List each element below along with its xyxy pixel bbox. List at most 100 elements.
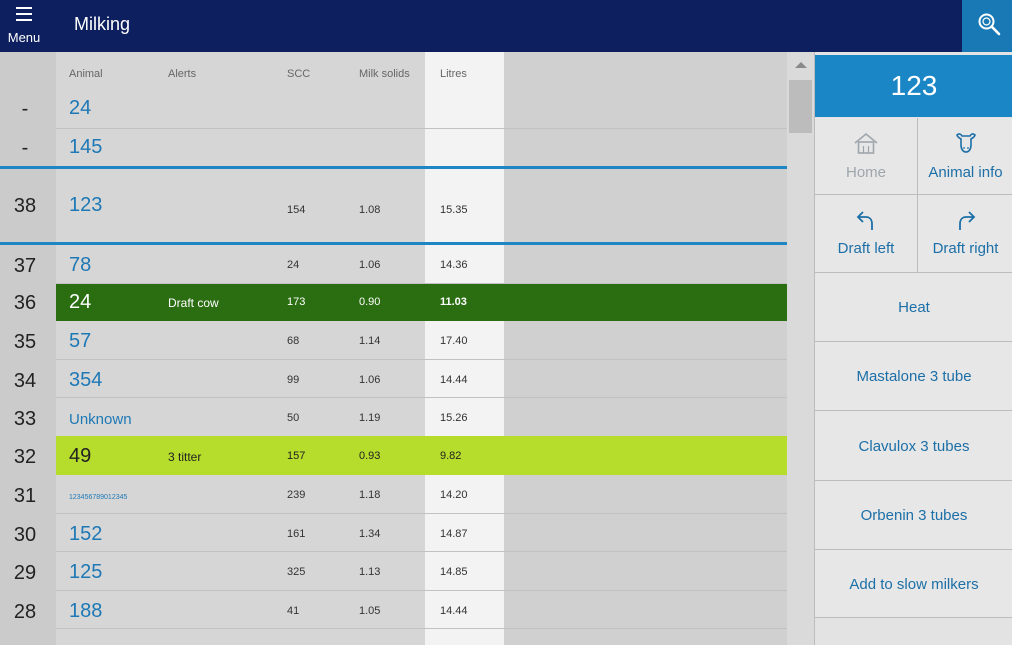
table-row[interactable]: 28 188 41 1.05 14.44 xyxy=(0,591,787,629)
table-row[interactable]: - 145 xyxy=(0,129,787,167)
column-header-alerts[interactable]: Alerts xyxy=(168,68,197,80)
animal-info-label: Animal info xyxy=(928,164,1003,181)
search-button[interactable] xyxy=(962,0,1012,52)
table-row-draft[interactable]: 36 24 Draft cow 173 0.90 11.03 xyxy=(0,284,787,321)
litres-value: 14.87 xyxy=(440,528,468,540)
milk-solids-value: 1.14 xyxy=(359,335,381,347)
row-number: 38 xyxy=(13,195,37,217)
litres-value: 15.35 xyxy=(440,204,468,216)
animal-id: 24 xyxy=(69,97,92,119)
table-row[interactable]: 34 354 99 1.06 14.44 xyxy=(0,360,787,398)
table-row[interactable]: 33 Unknown 50 1.19 15.26 xyxy=(0,398,787,436)
search-icon xyxy=(978,13,1001,36)
litres-value: 14.85 xyxy=(440,566,468,578)
add-to-slow-milkers-label: Add to slow milkers xyxy=(849,576,979,593)
scc-value: 41 xyxy=(287,605,300,617)
litres-value: 17.40 xyxy=(440,335,468,347)
row-number: 37 xyxy=(13,255,37,277)
milk-solids-value: 1.06 xyxy=(359,374,381,386)
scc-value: 239 xyxy=(287,489,306,501)
scc-value: 325 xyxy=(287,566,306,578)
column-header-litres[interactable]: Litres xyxy=(440,68,467,80)
litres-value: 14.20 xyxy=(440,489,468,501)
scc-value: 50 xyxy=(287,412,300,424)
table-row[interactable]: 35 57 68 1.14 17.40 xyxy=(0,321,787,360)
scc-value: 157 xyxy=(287,450,306,462)
action-panel: 123 Home Animal info Draft left Draft xyxy=(814,52,1012,645)
milk-solids-value: 1.08 xyxy=(359,204,381,216)
column-header-scc[interactable]: SCC xyxy=(287,68,311,80)
animal-id: 125 xyxy=(69,561,103,583)
alert-text: Draft cow xyxy=(168,296,219,310)
column-header-milk-solids[interactable]: Milk solids xyxy=(359,68,410,80)
orbenin-3-tubes-label: Orbenin 3 tubes xyxy=(860,507,968,524)
animal-id: 123 xyxy=(69,194,103,216)
heat-button[interactable]: Heat xyxy=(815,273,1012,341)
table-row[interactable]: 30 152 161 1.34 14.87 xyxy=(0,514,787,552)
add-to-slow-milkers-button[interactable]: Add to slow milkers xyxy=(815,550,1012,617)
draft-right-button[interactable]: Draft right xyxy=(918,195,1012,272)
table-row[interactable]: 31 123456789012345 239 1.18 14.20 xyxy=(0,475,787,514)
milk-solids-value: 1.19 xyxy=(359,412,381,424)
table-row-selected[interactable]: 38 123 154 1.08 15.35 xyxy=(0,169,787,242)
scc-value: 154 xyxy=(287,204,306,216)
litres-value: 14.36 xyxy=(440,259,468,271)
row-number: - xyxy=(21,98,29,120)
selection-bottom-line xyxy=(0,242,787,245)
table-row[interactable]: 29 125 325 1.13 14.85 xyxy=(0,552,787,591)
animal-id: Unknown xyxy=(69,411,132,428)
column-header-animal[interactable]: Animal xyxy=(69,68,103,80)
scc-value: 68 xyxy=(287,335,300,347)
table-row[interactable]: 37 78 24 1.06 14.36 xyxy=(0,245,787,284)
menu-button[interactable]: Menu xyxy=(0,0,48,52)
draft-right-label: Draft right xyxy=(932,240,999,257)
turn-right-arrow-icon xyxy=(958,211,975,230)
table-scrollbar[interactable] xyxy=(787,52,814,645)
row-number: 29 xyxy=(13,562,37,584)
clavulox-3-tubes-button[interactable]: Clavulox 3 tubes xyxy=(815,411,1012,480)
scc-value: 173 xyxy=(287,296,306,308)
animal-id: 145 xyxy=(69,136,103,158)
animal-id: 57 xyxy=(69,330,92,352)
selection-top-line xyxy=(0,166,787,169)
hamburger-icon xyxy=(16,7,32,25)
milk-solids-value: 1.18 xyxy=(359,489,381,501)
page-title: Milking xyxy=(74,14,131,34)
home-label: Home xyxy=(845,164,886,181)
row-number: 33 xyxy=(13,408,37,430)
scroll-up-arrow-icon[interactable] xyxy=(795,62,807,68)
animal-info-button[interactable]: Animal info xyxy=(918,118,1012,194)
milk-solids-value: 1.06 xyxy=(359,259,381,271)
row-number: 32 xyxy=(13,446,37,468)
animal-id: 152 xyxy=(69,523,103,545)
milk-solids-value: 1.05 xyxy=(359,605,381,617)
selected-animal-header: 123 xyxy=(815,55,1012,117)
mastalone-3-tube-button[interactable]: Mastalone 3 tube xyxy=(815,342,1012,410)
row-number: - xyxy=(21,137,29,159)
draft-left-button[interactable]: Draft left xyxy=(815,195,917,272)
litres-value: 15.26 xyxy=(440,412,468,424)
litres-value: 14.44 xyxy=(440,374,468,386)
clavulox-3-tubes-label: Clavulox 3 tubes xyxy=(858,438,970,455)
litres-value: 9.82 xyxy=(440,450,462,462)
table-row-alert[interactable]: 32 49 3 titter 157 0.93 9.82 xyxy=(0,436,787,475)
row-number: 30 xyxy=(13,524,37,546)
table-row[interactable]: - 24 xyxy=(0,90,787,129)
animal-id: 78 xyxy=(69,254,92,276)
mastalone-3-tube-label: Mastalone 3 tube xyxy=(856,368,972,385)
row-number: 28 xyxy=(13,601,37,623)
row-number: 35 xyxy=(13,331,37,353)
litres-column-highlight xyxy=(425,52,504,645)
heat-label: Heat xyxy=(898,299,930,316)
orbenin-3-tubes-button[interactable]: Orbenin 3 tubes xyxy=(815,481,1012,549)
animal-id: 24 xyxy=(69,291,92,313)
top-bar: Menu Milking xyxy=(0,0,1012,52)
animal-id: 123456789012345 xyxy=(69,494,128,501)
scc-value: 161 xyxy=(287,528,306,540)
row-number: 34 xyxy=(13,370,37,392)
milk-solids-value: 0.90 xyxy=(359,296,381,308)
turn-left-arrow-icon xyxy=(856,211,873,230)
scroll-thumb[interactable] xyxy=(789,80,812,133)
row-number: 31 xyxy=(13,485,37,507)
home-button[interactable]: Home xyxy=(815,118,917,194)
